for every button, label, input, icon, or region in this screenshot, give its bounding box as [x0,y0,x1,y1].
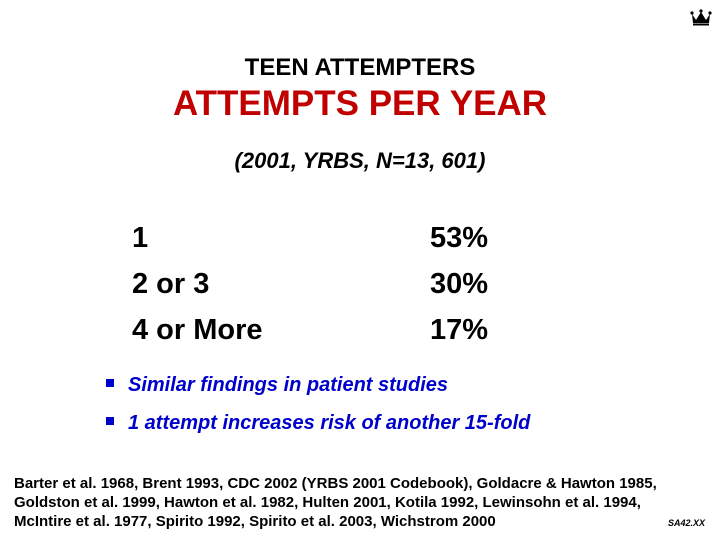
row-label: 1 [132,222,149,254]
square-bullet-icon [106,378,114,387]
title-attempts-per-year: ATTEMPTS PER YEAR [172,84,548,123]
table-row: 1 53% [132,222,532,268]
row-value: 17% [430,314,489,346]
table-row: 2 or 3 30% [132,268,532,314]
subtitle: (2001, YRBS, N=13, 601) [234,148,486,173]
bullet-item: 1 attempt increases risk of another 15-f… [106,412,530,435]
bullet-text: Similar findings in patient studies [128,374,449,396]
bullet-item: Similar findings in patient studies [106,374,448,397]
slide-number: SA42.XX [668,518,706,528]
references: Barter et al. 1968, Brent 1993, CDC 2002… [14,475,657,530]
row-label: 2 or 3 [132,268,210,300]
title-teen-attempters: TEEN ATTEMPTERS [244,54,476,81]
bullet-text: 1 attempt increases risk of another 15-f… [128,412,531,434]
square-bullet-icon [106,416,114,425]
table-row: 4 or More 17% [132,314,532,360]
crown-icon [690,9,712,26]
row-label: 4 or More [132,314,263,346]
row-value: 53% [430,222,489,254]
row-value: 30% [430,268,489,300]
